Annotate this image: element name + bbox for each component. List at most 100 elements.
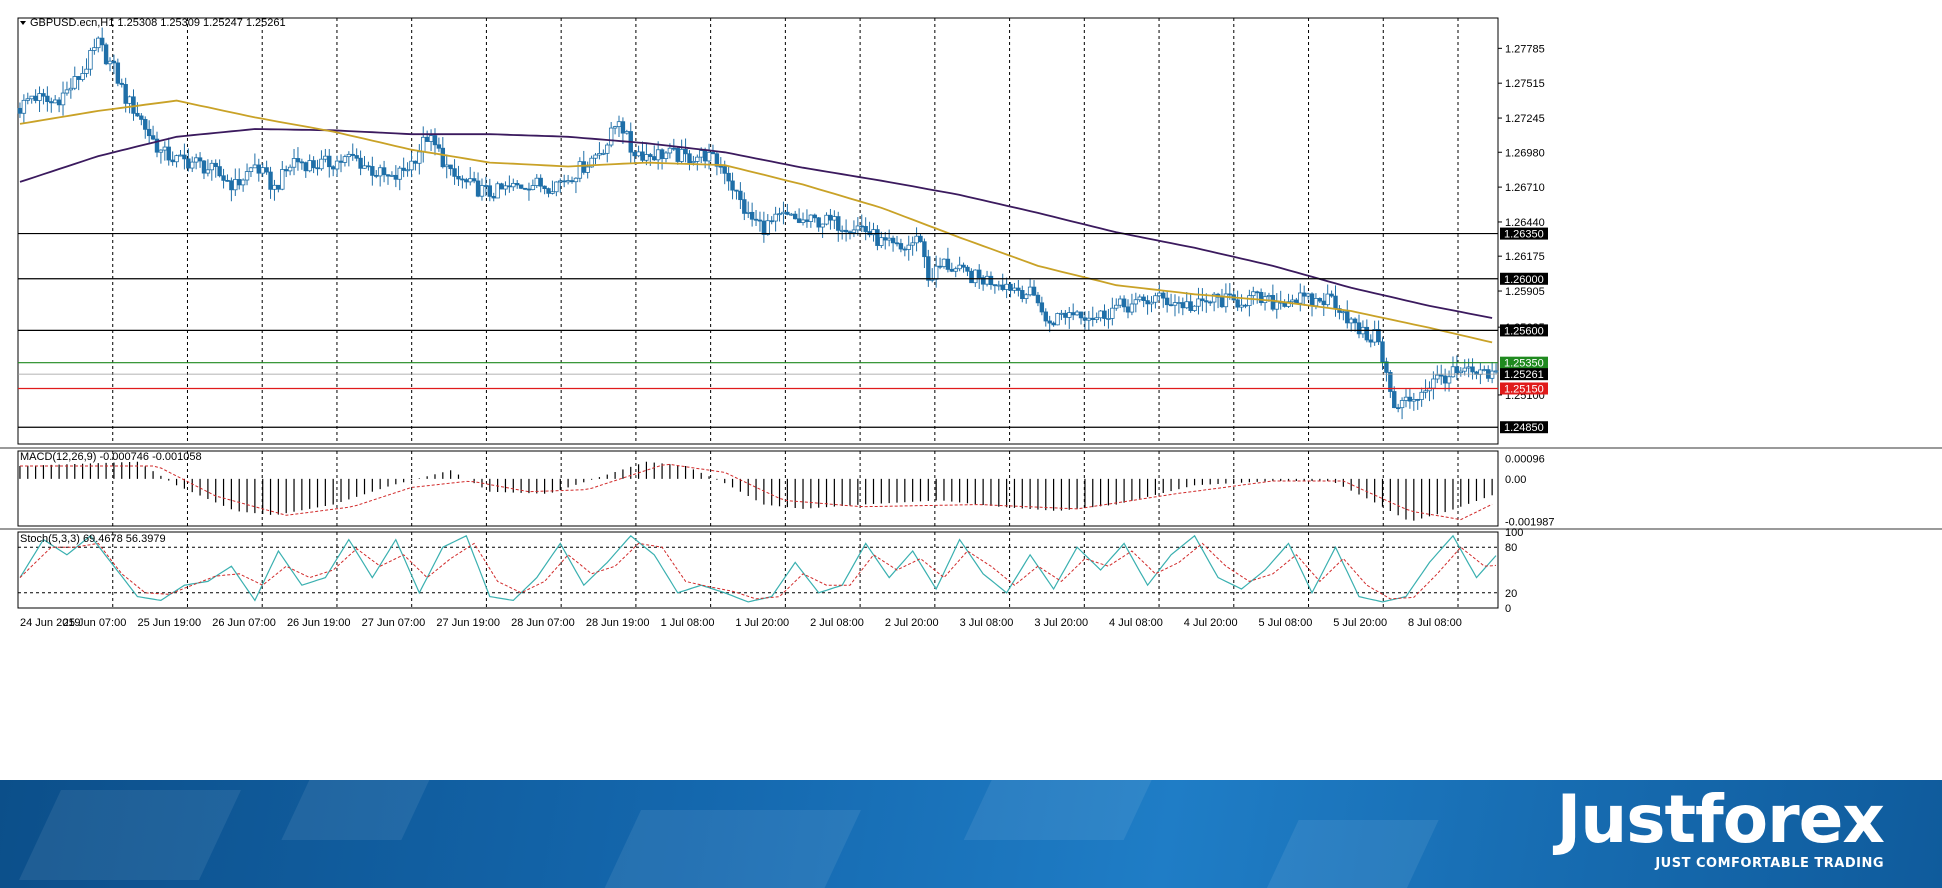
candle-body <box>851 229 857 233</box>
candle-body <box>503 185 508 190</box>
candle-body <box>550 191 555 194</box>
candle-body <box>1055 313 1060 326</box>
candle-body <box>546 188 551 194</box>
candle-body <box>1141 296 1146 301</box>
candle-body <box>675 148 680 162</box>
candle-body <box>1031 286 1037 296</box>
stoch-y-tick: 80 <box>1505 542 1517 554</box>
candle-body <box>683 148 688 155</box>
chart-area: 24 Jun 2019 25 Jun 07:00 25 Jun 19:00 26 Ju… <box>0 17 1942 629</box>
candle-body <box>1423 390 1428 393</box>
moving-average-line <box>19 128 1493 319</box>
candle-body <box>284 169 289 172</box>
candle-body <box>52 99 58 104</box>
candle-body <box>1172 302 1178 306</box>
candle-body <box>749 211 755 220</box>
candle-body <box>1067 312 1072 318</box>
candle-body <box>197 157 203 162</box>
candle-body <box>201 160 207 174</box>
candle-body <box>1462 367 1467 372</box>
candle-body <box>33 95 38 101</box>
candle-body <box>992 284 998 287</box>
candle-body <box>272 184 277 190</box>
candle-body <box>1168 304 1174 307</box>
candle-body <box>464 179 469 183</box>
candle-body <box>397 167 402 180</box>
current-price-label: 1.25261 <box>1504 369 1544 381</box>
candle-body <box>495 183 500 199</box>
candle-body <box>577 161 583 179</box>
moving-average-line <box>19 99 1493 344</box>
candle-body <box>757 219 763 222</box>
candle-body <box>1157 292 1162 297</box>
candle-body <box>186 158 191 169</box>
candle-body <box>123 84 128 104</box>
candle-body <box>1098 310 1103 319</box>
candle-body <box>45 95 50 102</box>
candle-body <box>953 268 958 272</box>
candle-body <box>115 62 121 84</box>
candle-body <box>644 154 649 161</box>
candle-body <box>1004 283 1009 290</box>
candle-body <box>722 166 727 174</box>
candle-body <box>225 179 230 182</box>
candle-body <box>248 167 254 173</box>
candle-body <box>21 99 27 114</box>
candle-body <box>1121 298 1127 308</box>
banner-shape <box>281 780 439 840</box>
candle-body <box>710 151 716 155</box>
candle-body <box>839 229 845 232</box>
candle-body <box>1482 369 1487 371</box>
candle-body <box>1493 370 1499 373</box>
candle-body <box>1188 301 1193 311</box>
candle-body <box>60 92 66 106</box>
candle-body <box>706 151 712 162</box>
candle-body <box>72 76 77 89</box>
candle-body <box>663 152 669 160</box>
candle-body <box>836 216 841 231</box>
candle-body <box>585 166 590 173</box>
candle-body <box>687 153 692 164</box>
candle-body <box>679 148 684 162</box>
candle-body <box>1270 295 1276 310</box>
candle-body <box>1211 293 1217 303</box>
candle-body <box>1348 318 1354 324</box>
y-tick-label: 1.27785 <box>1505 43 1545 55</box>
candle-body <box>691 161 696 164</box>
candle-body <box>107 60 113 65</box>
candle-body <box>1024 294 1029 300</box>
candle-body <box>1489 370 1495 379</box>
candle-body <box>1376 329 1381 343</box>
candle-body <box>808 214 814 222</box>
candle-body <box>99 37 105 46</box>
x-tick-label: 3 Jul 08:00 <box>960 617 1014 629</box>
x-tick-label: 4 Jul 20:00 <box>1184 617 1238 629</box>
candle-body <box>436 144 442 149</box>
candle-body <box>902 248 908 251</box>
candle-body <box>1164 297 1170 306</box>
candle-body <box>311 160 316 169</box>
candle-body <box>1016 287 1021 291</box>
candle-body <box>973 269 978 284</box>
candle-body <box>930 278 935 281</box>
candle-body <box>898 243 904 250</box>
candle-body <box>957 264 962 270</box>
candle-body <box>139 115 144 120</box>
candle-body <box>886 237 892 241</box>
candle-body <box>926 256 931 281</box>
candle-body <box>984 275 990 285</box>
candle-body <box>452 168 457 177</box>
candle-body <box>753 218 759 221</box>
candle-body <box>146 128 152 137</box>
candle-body <box>103 44 109 65</box>
candle-body <box>237 179 242 186</box>
candle-body <box>636 151 641 157</box>
candle-body <box>1435 374 1440 380</box>
candle-body <box>714 153 720 167</box>
candle-body <box>1063 312 1068 318</box>
level-price-tag <box>1500 272 1548 285</box>
candle-body <box>17 107 23 114</box>
candle-body <box>1039 302 1045 313</box>
candle-body <box>354 155 359 159</box>
candle-body <box>1219 296 1225 308</box>
